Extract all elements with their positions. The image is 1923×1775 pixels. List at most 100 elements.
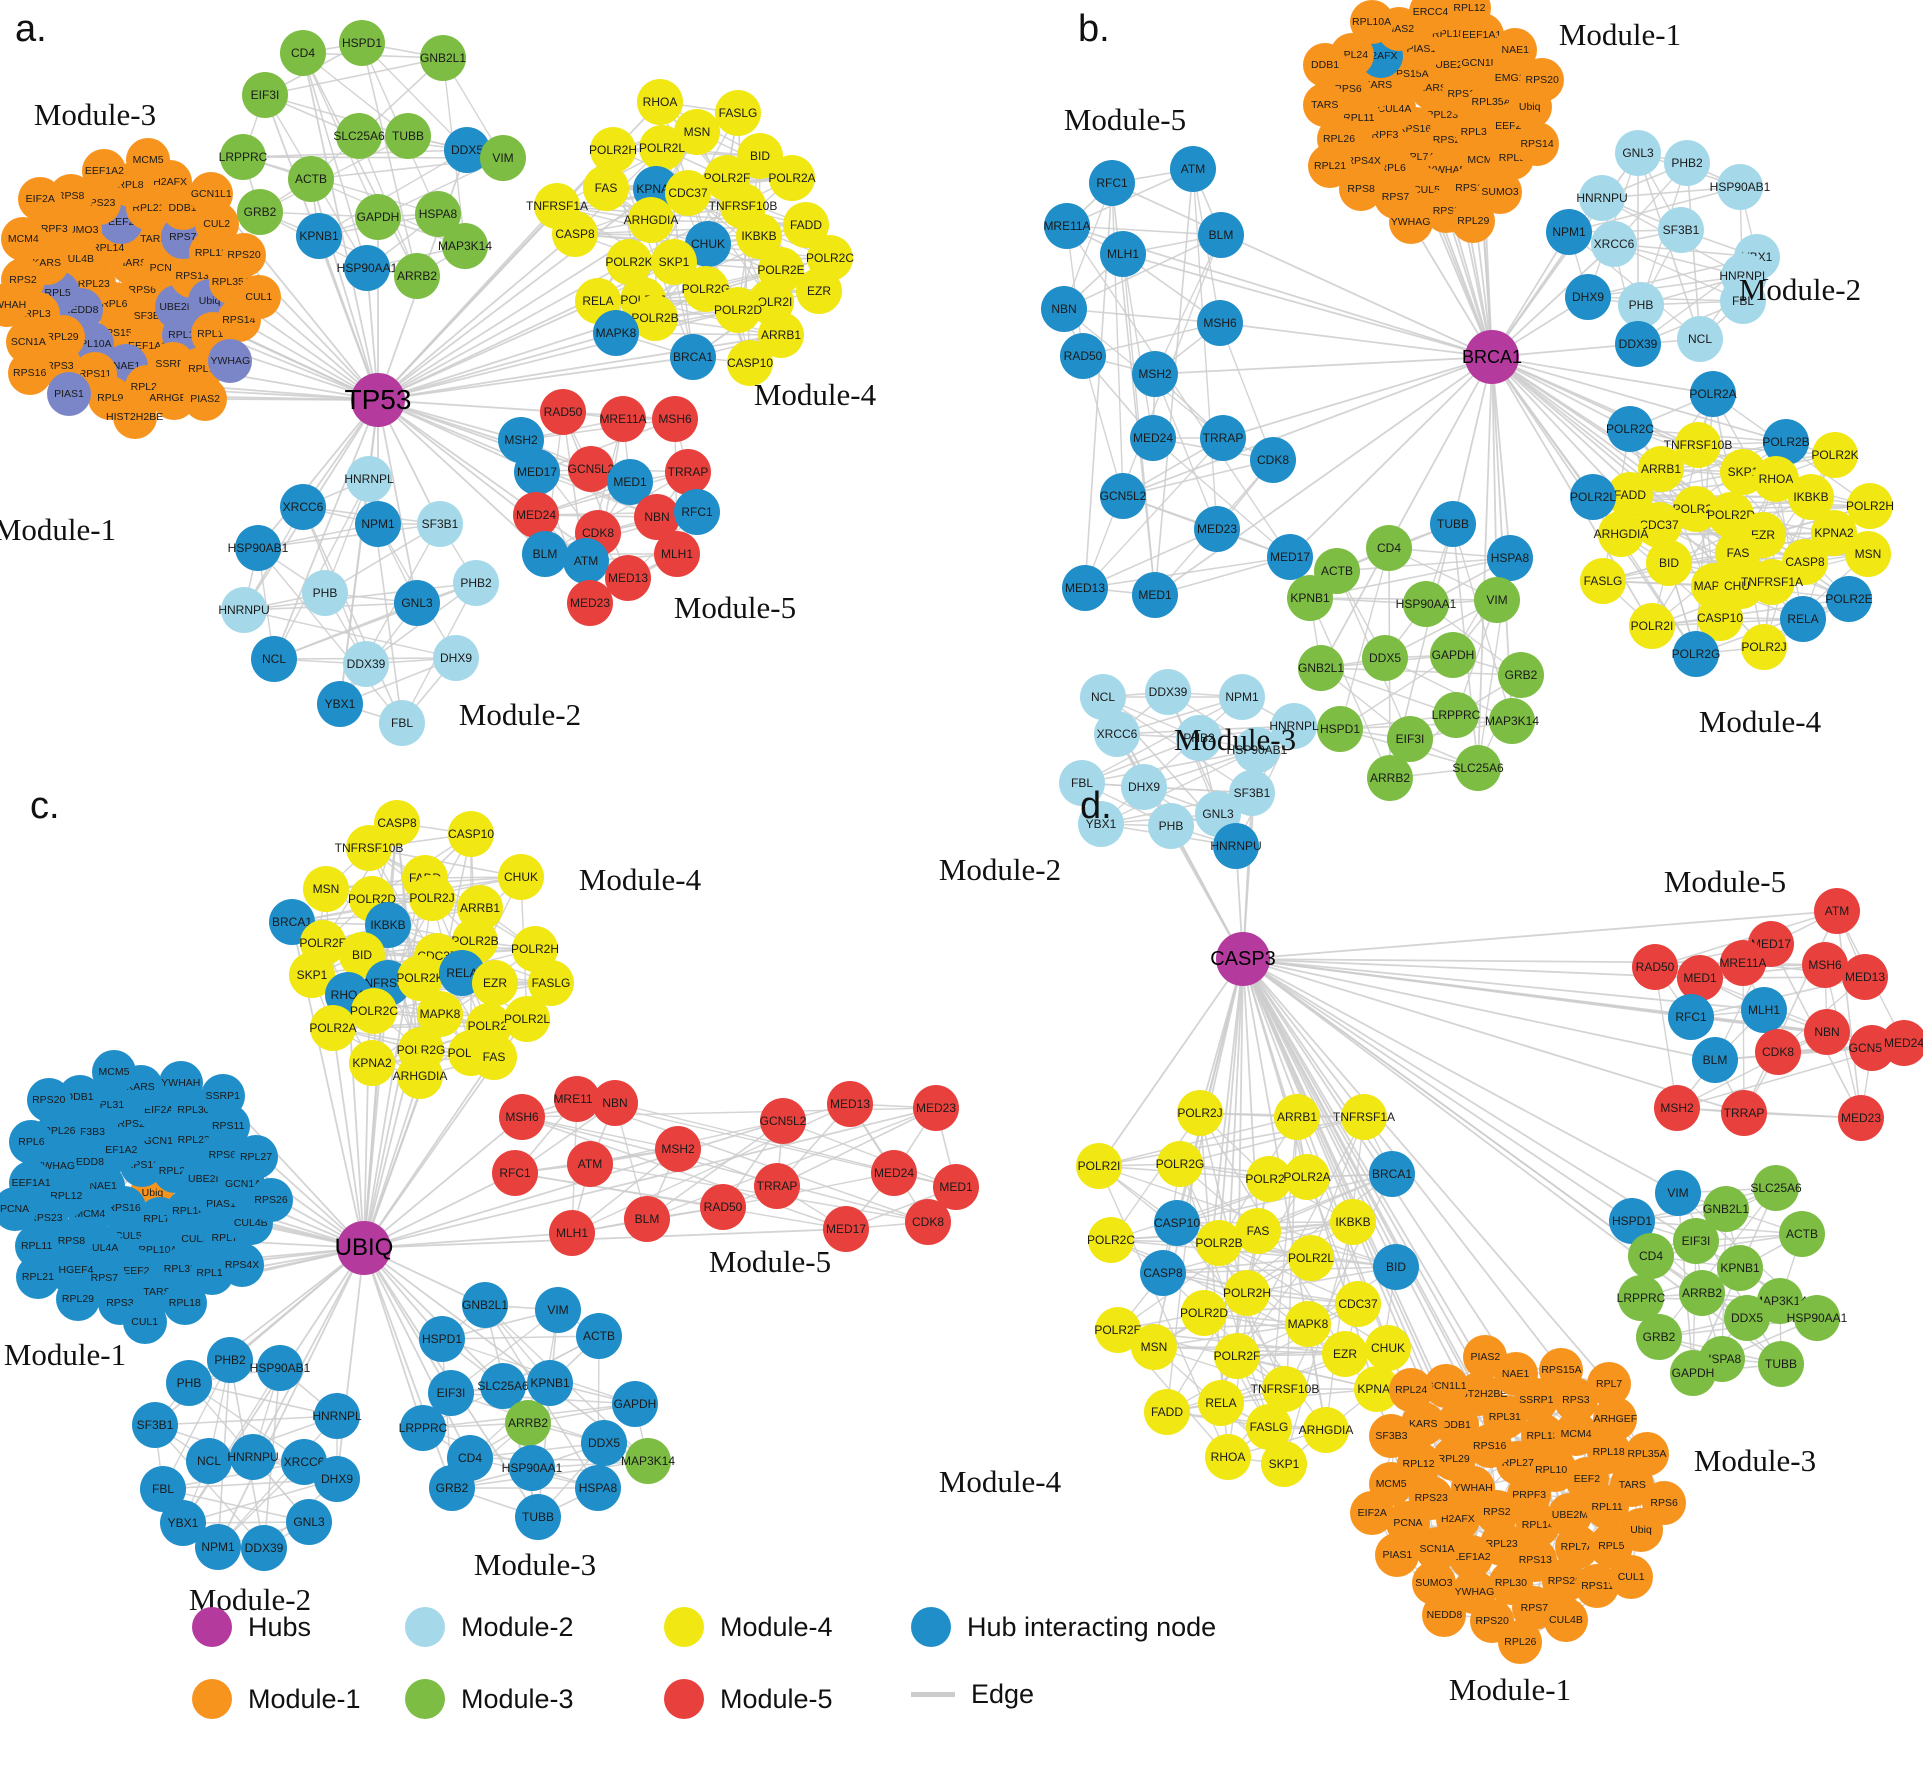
node-vim[interactable]: VIM	[1474, 577, 1520, 623]
node-sf3b1[interactable]: SF3B1	[1658, 207, 1704, 253]
node-arhgdia[interactable]: ARHGDIA	[1594, 511, 1648, 557]
node-rad50[interactable]: RAD50	[1632, 944, 1678, 990]
node-mlh1[interactable]: MLH1	[549, 1210, 595, 1256]
node-pias2[interactable]: PIAS2	[1463, 1335, 1508, 1380]
node-nbn[interactable]: NBN	[592, 1080, 638, 1126]
node-ezr[interactable]: EZR	[1322, 1331, 1368, 1377]
node-gcn5l2[interactable]: GCN5L2	[760, 1098, 806, 1144]
node-vim[interactable]: VIM	[480, 135, 526, 181]
node-mlh1[interactable]: MLH1	[1100, 231, 1146, 277]
node-faslg[interactable]: FASLG	[715, 90, 761, 136]
node-dhx9[interactable]: DHX9	[314, 1456, 360, 1502]
node-ezr[interactable]: EZR	[796, 268, 842, 314]
node-mlh1[interactable]: MLH1	[654, 531, 700, 577]
node-tars[interactable]: TARS	[1302, 83, 1347, 128]
node-gcn5l2[interactable]: GCN5L2	[1100, 473, 1146, 519]
node-hsp90ab1[interactable]: HSP90AB1	[250, 1345, 310, 1391]
node-polr2a[interactable]: POLR2A	[768, 155, 816, 201]
node-slc25a6[interactable]: SLC25A6	[333, 113, 385, 159]
node-xrcc6[interactable]: XRCC6	[280, 484, 326, 530]
node-eif3i[interactable]: EIF3I	[242, 72, 288, 118]
hub-node-brca1[interactable]: BRCA1	[1462, 330, 1522, 384]
node-tubb[interactable]: TUBB	[1430, 501, 1476, 547]
node-arrb2[interactable]: ARRB2	[505, 1400, 551, 1446]
node-fas[interactable]: FAS	[1235, 1208, 1281, 1254]
node-casp10[interactable]: CASP10	[1154, 1200, 1200, 1246]
node-tnfrsf10b[interactable]: TNFRSF10B	[335, 825, 403, 871]
node-hnrnpu[interactable]: HNRNPU	[218, 587, 270, 633]
node-fbl[interactable]: FBL	[379, 700, 425, 746]
node-med23[interactable]: MED23	[567, 580, 613, 626]
node-actb[interactable]: ACTB	[576, 1313, 622, 1359]
node-gnl3[interactable]: GNL3	[394, 580, 440, 626]
node-med23[interactable]: MED23	[1838, 1095, 1884, 1141]
node-xrcc6[interactable]: XRCC6	[1094, 711, 1140, 757]
node-eef1a2[interactable]: EEF1A2	[82, 148, 127, 193]
node-sf3b3[interactable]: SF3B3	[1369, 1414, 1414, 1459]
node-med23[interactable]: MED23	[1194, 506, 1240, 552]
node-msn[interactable]: MSN	[1845, 531, 1891, 577]
node-msh2[interactable]: MSH2	[1132, 351, 1178, 397]
node-med17[interactable]: MED17	[514, 449, 560, 495]
node-gnb2l1[interactable]: GNB2L1	[420, 35, 466, 81]
node-actb[interactable]: ACTB	[288, 156, 334, 202]
node-eif2a[interactable]: EIF2A	[18, 176, 63, 221]
node-fadd[interactable]: FADD	[1144, 1389, 1190, 1435]
node-polr2i[interactable]: POLR2I	[1076, 1143, 1122, 1189]
node-eif3i[interactable]: EIF3I	[1673, 1218, 1719, 1264]
node-polr2a[interactable]: POLR2A	[1283, 1154, 1331, 1200]
node-atm[interactable]: ATM	[567, 1141, 613, 1187]
node-npm1[interactable]: NPM1	[1546, 209, 1592, 255]
node-ddx39[interactable]: DDX39	[1615, 321, 1661, 367]
node-mre11a[interactable]: MRE11A	[1719, 940, 1767, 986]
node-polr2j[interactable]: POLR2J	[1741, 624, 1787, 670]
node-pias2[interactable]: PIAS2	[183, 377, 228, 422]
node-pias1[interactable]: PIAS1	[1375, 1533, 1420, 1578]
node-cul1[interactable]: CUL1	[236, 274, 281, 319]
node-cul1[interactable]: CUL1	[122, 1299, 167, 1344]
node-rps15a[interactable]: RPS15A	[1539, 1347, 1584, 1392]
node-polr2l[interactable]: POLR2L	[639, 125, 685, 171]
node-trrap[interactable]: TRRAP	[1721, 1090, 1767, 1136]
node-hsp90aa1[interactable]: HSP90AA1	[502, 1445, 562, 1491]
node-vim[interactable]: VIM	[1655, 1170, 1701, 1216]
node-msn[interactable]: MSN	[1131, 1324, 1177, 1370]
node-polr2a[interactable]: POLR2A	[1689, 371, 1737, 417]
node-rad50[interactable]: RAD50	[540, 389, 586, 435]
node-cdk8[interactable]: CDK8	[1755, 1029, 1801, 1075]
node-ddx5[interactable]: DDX5	[1362, 635, 1408, 681]
node-msh2[interactable]: MSH2	[655, 1126, 701, 1172]
node-tubb[interactable]: TUBB	[515, 1494, 561, 1540]
node-arrb2[interactable]: ARRB2	[394, 253, 440, 299]
node-polr2c[interactable]: POLR2C	[1606, 406, 1654, 452]
node-polr2d[interactable]: POLR2D	[714, 287, 762, 333]
node-sf3b1[interactable]: SF3B1	[132, 1402, 178, 1448]
node-cdc37[interactable]: CDC37	[665, 170, 711, 216]
node-blm[interactable]: BLM	[624, 1196, 670, 1242]
node-med24[interactable]: MED24	[871, 1150, 917, 1196]
node-rps4x[interactable]: RPS4X	[220, 1243, 265, 1288]
node-brca1[interactable]: BRCA1	[670, 334, 716, 380]
node-trrap[interactable]: TRRAP	[665, 449, 711, 495]
node-actb[interactable]: ACTB	[1779, 1211, 1825, 1257]
node-grb2[interactable]: GRB2	[1636, 1314, 1682, 1360]
node-med13[interactable]: MED13	[605, 555, 651, 601]
node-rad50[interactable]: RAD50	[1060, 333, 1106, 379]
node-tnfrsf1a[interactable]: TNFRSF1A	[1741, 559, 1803, 605]
hub-node-tp53[interactable]: TP53	[345, 373, 411, 427]
node-gnl3[interactable]: GNL3	[1615, 130, 1661, 176]
node-fas[interactable]: FAS	[471, 1034, 517, 1080]
node-slc25a6[interactable]: SLC25A6	[1452, 745, 1504, 791]
node-hnrnpl[interactable]: HNRNPL	[344, 456, 394, 502]
node-polr2f[interactable]: POLR2F	[1214, 1333, 1260, 1379]
node-msh6[interactable]: MSH6	[652, 396, 698, 442]
node-kpnb1[interactable]: KPNB1	[1717, 1245, 1763, 1291]
node-map3k14[interactable]: MAP3K14	[1485, 698, 1539, 744]
node-bid[interactable]: BID	[1373, 1244, 1419, 1290]
node-hspd1[interactable]: HSPD1	[1317, 706, 1363, 752]
node-hsp90aa1[interactable]: HSP90AA1	[1787, 1295, 1847, 1341]
node-blm[interactable]: BLM	[1198, 212, 1244, 258]
node-rfc1[interactable]: RFC1	[1089, 160, 1135, 206]
node-chuk[interactable]: CHUK	[498, 854, 544, 900]
node-hnrnpu[interactable]: HNRNPU	[227, 1434, 279, 1480]
